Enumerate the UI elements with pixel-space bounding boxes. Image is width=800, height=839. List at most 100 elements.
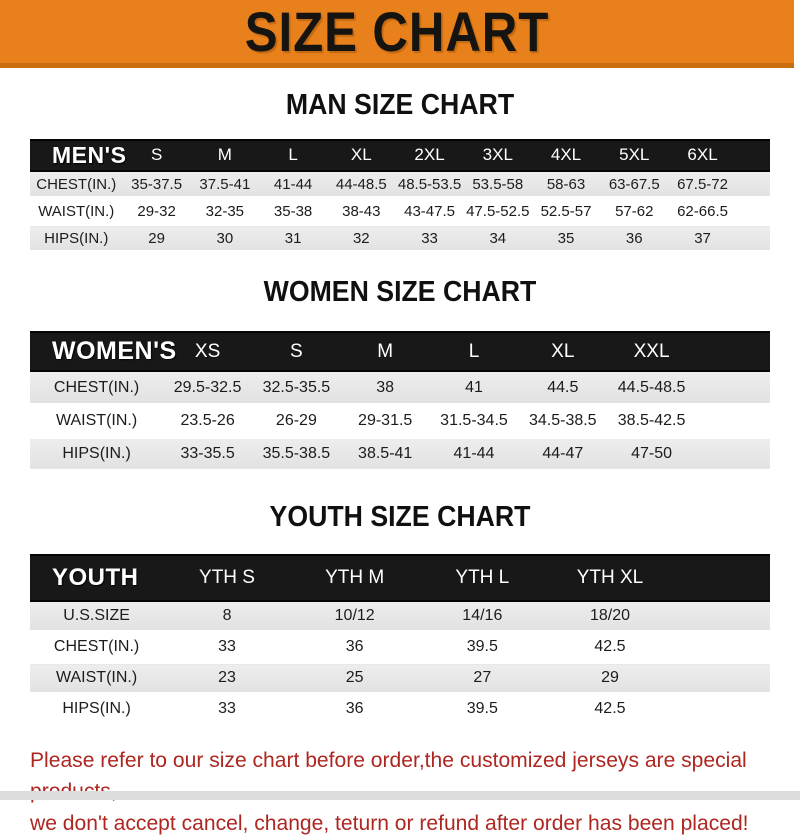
man-size-table: MEN'S S M L XL 2XL 3XL 4XL 5XL 6XL CHEST(IN.) 35-37… xyxy=(30,138,770,254)
measurement-value-cell: 29 xyxy=(122,224,191,254)
measurement-value-cell: 47-50 xyxy=(607,437,696,472)
measurement-row-label: CHEST(IN.) xyxy=(30,631,164,665)
measurement-value-cell: 36 xyxy=(600,224,669,254)
measurement-value-cell: 47.5-52.5 xyxy=(463,197,532,227)
measurement-value-cell: 48.5-53.5 xyxy=(395,170,464,200)
measurement-value-cell: 26-29 xyxy=(251,404,341,439)
measurement-value-cell: 42.5 xyxy=(546,631,674,665)
measurement-value-cell: 31 xyxy=(258,224,328,254)
measurement-row-label: U.S.SIZE xyxy=(30,600,164,634)
size-column-header: XS xyxy=(163,331,252,373)
size-column-header: XL xyxy=(518,331,608,373)
measurement-value-cell: 8 xyxy=(163,600,291,634)
row-filler-cell xyxy=(673,693,770,727)
row-filler-cell xyxy=(736,197,770,227)
measurement-value-cell: 53.5-58 xyxy=(463,170,532,200)
women-size-table: WOMEN'S XS S M L XL XXL CHEST(IN.) 29.5-32.5 32.5… xyxy=(30,331,770,472)
measurement-row-label: WAIST(IN.) xyxy=(30,197,123,227)
header-filler-cell xyxy=(736,138,770,172)
measurement-value-cell: 58-63 xyxy=(531,170,601,200)
measurement-value-cell: 33-35.5 xyxy=(163,437,252,472)
size-column-header: 3XL xyxy=(463,138,532,172)
measurement-value-cell: 38-43 xyxy=(327,197,396,227)
page-title: SIZE CHART xyxy=(244,0,550,63)
measurement-value-cell: 44.5-48.5 xyxy=(607,371,696,406)
row-filler-cell xyxy=(736,170,770,200)
measurement-value-cell: 10/12 xyxy=(290,600,419,634)
measurement-value-cell: 18/20 xyxy=(546,600,674,634)
size-column-header: 2XL xyxy=(395,138,464,172)
measurement-value-cell: 42.5 xyxy=(546,693,674,727)
measurement-value-cell: 37.5-41 xyxy=(190,170,259,200)
table-row: WAIST(IN.) 23 25 27 29 xyxy=(30,662,770,696)
banner: SIZE CHART xyxy=(0,0,794,68)
youth-size-table: YOUTH YTH S YTH M YTH L YTH XL U.S.SIZE 8 10/12… xyxy=(30,553,770,727)
size-column-header: L xyxy=(258,138,328,172)
measurement-value-cell: 43-47.5 xyxy=(395,197,464,227)
measurement-row-label: HIPS(IN.) xyxy=(30,224,123,254)
measurement-value-cell: 41-44 xyxy=(429,437,519,472)
size-column-header: XL xyxy=(327,138,396,172)
size-column-header: YTH L xyxy=(418,553,547,602)
measurement-value-cell: 36 xyxy=(290,693,419,727)
measurement-value-cell: 34 xyxy=(463,224,532,254)
measurement-value-cell: 35 xyxy=(531,224,601,254)
table-row: HIPS(IN.) 33-35.5 35.5-38.5 38.5-41 41-44 44-… xyxy=(30,437,770,472)
table-group-label: WOMEN'S xyxy=(30,331,176,373)
measurement-value-cell: 29.5-32.5 xyxy=(163,371,252,406)
measurement-value-cell: 27 xyxy=(418,662,547,696)
measurement-value-cell: 57-62 xyxy=(600,197,669,227)
row-filler-cell xyxy=(673,662,770,696)
measurement-value-cell: 35-38 xyxy=(258,197,328,227)
measurement-value-cell: 33 xyxy=(163,693,291,727)
measurement-value-cell: 29 xyxy=(546,662,674,696)
measurement-value-cell: 25 xyxy=(290,662,419,696)
table-group-label: MEN'S xyxy=(30,138,126,172)
measurement-value-cell: 44-47 xyxy=(518,437,608,472)
measurement-value-cell: 44-48.5 xyxy=(327,170,396,200)
table-header-row: WOMEN'S XS S M L XL XXL xyxy=(30,331,770,373)
measurement-row-label: HIPS(IN.) xyxy=(30,693,164,727)
measurement-value-cell: 14/16 xyxy=(418,600,547,634)
size-column-header: S xyxy=(122,138,191,172)
measurement-value-cell: 63-67.5 xyxy=(600,170,669,200)
row-filler-cell xyxy=(696,437,770,472)
measurement-value-cell: 23.5-26 xyxy=(163,404,252,439)
measurement-value-cell: 38.5-42.5 xyxy=(607,404,696,439)
table-row: HIPS(IN.) 29 30 31 32 33 34 35 36 37 xyxy=(30,224,770,254)
order-policy-line-2: we don't accept cancel, change, teturn o… xyxy=(30,810,749,835)
size-column-header: YTH XL xyxy=(546,553,674,602)
measurement-value-cell: 44.5 xyxy=(518,371,608,406)
measurement-value-cell: 33 xyxy=(163,631,291,665)
youth-section-title: YOUTH SIZE CHART xyxy=(269,500,531,533)
measurement-value-cell: 39.5 xyxy=(418,631,547,665)
measurement-value-cell: 32 xyxy=(327,224,396,254)
measurement-value-cell: 31.5-34.5 xyxy=(429,404,519,439)
measurement-value-cell: 30 xyxy=(190,224,259,254)
size-column-header: YTH S xyxy=(163,553,291,602)
measurement-row-label: CHEST(IN.) xyxy=(30,170,123,200)
measurement-value-cell: 34.5-38.5 xyxy=(518,404,608,439)
row-filler-cell xyxy=(673,600,770,634)
size-column-header: YTH M xyxy=(290,553,419,602)
size-column-header: M xyxy=(340,331,430,373)
size-column-header: 6XL xyxy=(668,138,737,172)
measurement-value-cell: 35.5-38.5 xyxy=(251,437,341,472)
measurement-value-cell: 35-37.5 xyxy=(122,170,191,200)
measurement-value-cell: 38.5-41 xyxy=(340,437,430,472)
man-size-section: MAN SIZE CHART MEN'S S M L XL 2XL 3XL 4XL 5XL 6XL… xyxy=(0,89,800,254)
measurement-value-cell: 39.5 xyxy=(418,693,547,727)
measurement-value-cell: 29-31.5 xyxy=(340,404,430,439)
measurement-value-cell: 32-35 xyxy=(190,197,259,227)
measurement-value-cell: 29-32 xyxy=(122,197,191,227)
size-column-header: L xyxy=(429,331,519,373)
table-row: WAIST(IN.) 23.5-26 26-29 29-31.5 31.5-34.5 34… xyxy=(30,404,770,439)
measurement-value-cell: 32.5-35.5 xyxy=(251,371,341,406)
header-filler-cell xyxy=(696,331,770,373)
man-section-title: MAN SIZE CHART xyxy=(285,89,515,121)
bottom-edge-strip xyxy=(0,791,800,800)
measurement-value-cell: 36 xyxy=(290,631,419,665)
size-column-header: 5XL xyxy=(600,138,669,172)
table-row: CHEST(IN.) 33 36 39.5 42.5 xyxy=(30,631,770,665)
measurement-value-cell: 38 xyxy=(340,371,430,406)
